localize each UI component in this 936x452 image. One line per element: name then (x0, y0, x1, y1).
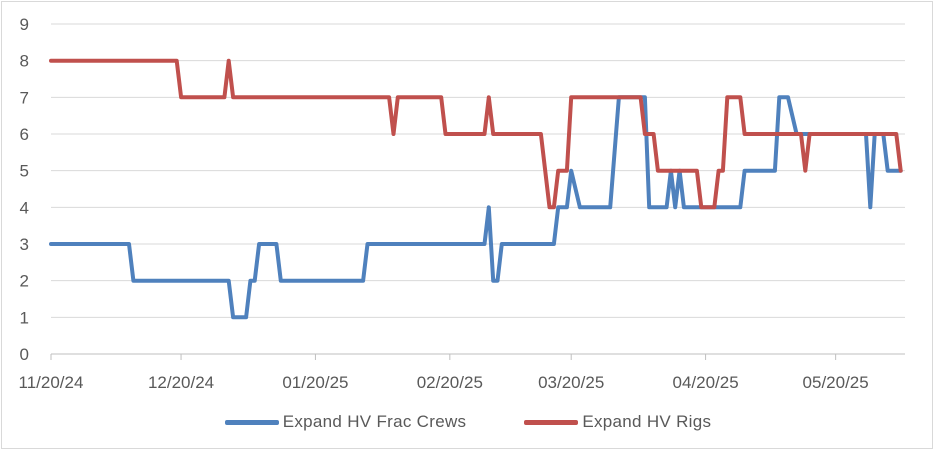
y-tick-label: 5 (20, 162, 29, 181)
x-tick-label: 05/20/25 (803, 373, 869, 392)
x-tick-label: 12/20/24 (148, 373, 214, 392)
y-tick-label: 1 (20, 308, 29, 327)
x-tick-label: 02/20/25 (417, 373, 483, 392)
series-line-frac-crews (49, 95, 903, 320)
series-line-rigs (49, 58, 903, 210)
x-axis: 11/20/24 12/20/24 01/20/25 02/20/25 03/20/25… (19, 353, 905, 392)
y-tick-label: 9 (20, 15, 29, 34)
legend-label-frac-crews: Expand HV Frac Crews (282, 412, 467, 431)
legend-label-rigs: Expand HV Rigs (582, 412, 712, 431)
x-tick-label: 11/20/24 (19, 373, 84, 392)
legend: Expand HV Frac Crews Expand HV Rigs (0, 410, 936, 434)
legend-swatch-frac-crews (224, 419, 279, 425)
x-tick-label: 04/20/25 (672, 373, 738, 392)
x-tick-label: 01/20/25 (282, 373, 348, 392)
y-axis: 0 1 2 3 4 5 6 7 8 9 (20, 15, 29, 364)
legend-item-frac-crews: Expand HV Frac Crews (224, 412, 467, 432)
legend-item-rigs: Expand HV Rigs (524, 412, 711, 432)
y-tick-label: 3 (20, 235, 29, 254)
y-tick-label: 7 (20, 88, 29, 107)
y-tick-label: 6 (20, 125, 29, 144)
y-tick-label: 4 (20, 198, 29, 217)
y-tick-label: 8 (20, 52, 29, 71)
x-tick-label: 03/20/25 (538, 373, 604, 392)
y-tick-label: 2 (20, 272, 29, 291)
y-tick-label: 0 (20, 345, 29, 364)
legend-swatch-rigs (524, 419, 579, 425)
series-lines (49, 58, 903, 320)
